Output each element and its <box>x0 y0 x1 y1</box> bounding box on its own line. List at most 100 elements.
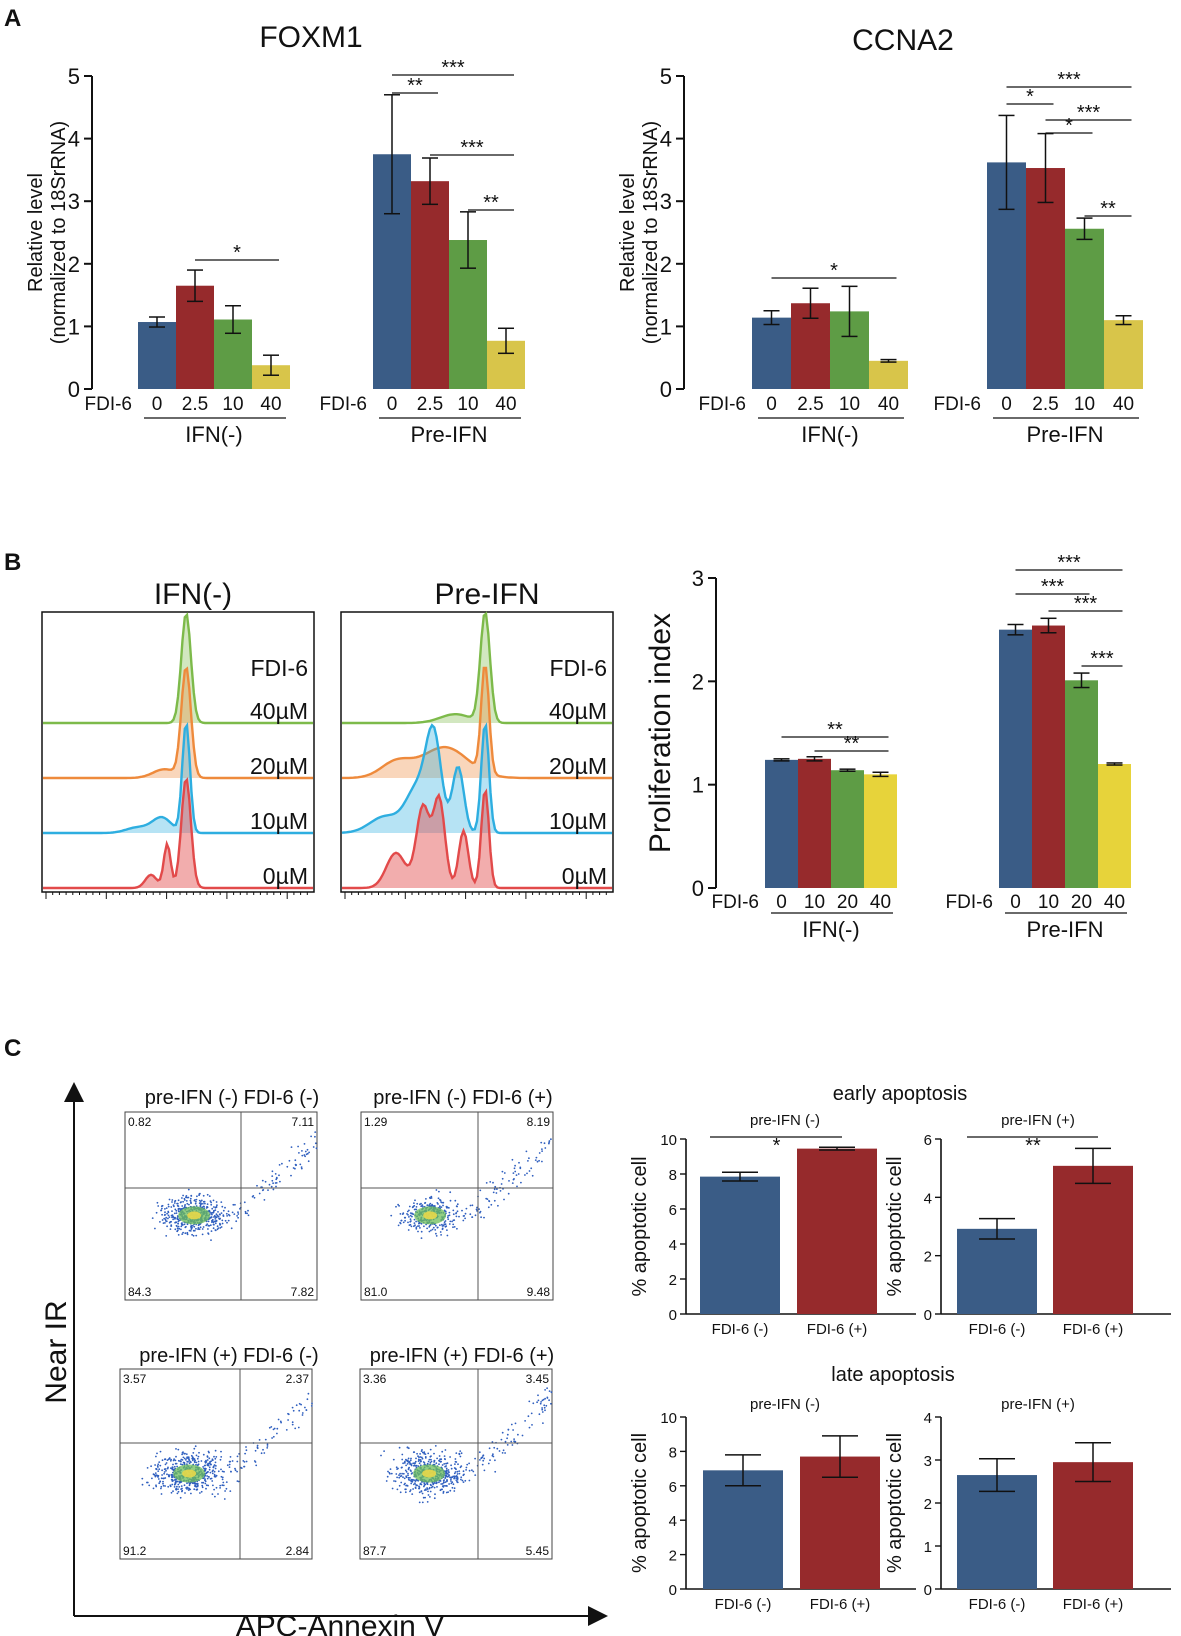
scatter-dot <box>227 1210 230 1213</box>
scatter-dot <box>415 1226 418 1229</box>
scatter-dot <box>204 1202 206 1205</box>
scatter-dot <box>168 1198 171 1201</box>
scatter-dot <box>203 1205 205 1208</box>
scatter-dot <box>404 1488 407 1491</box>
bar-Pre-IFN-2.5 <box>1026 168 1065 389</box>
flow-area-ifn-neg-1 <box>43 668 313 778</box>
scatter-dot <box>169 1485 172 1488</box>
scatter-dot <box>201 1228 204 1230</box>
scatter-dot <box>158 1468 161 1471</box>
scatter-dot <box>543 1404 546 1407</box>
scatter-dot <box>298 1402 301 1405</box>
significance-label: * <box>233 242 241 264</box>
scatter-dot <box>413 1218 416 1221</box>
scatter-dot <box>497 1204 499 1207</box>
scatter-dot <box>188 1462 191 1465</box>
scatter-dot <box>527 1160 529 1162</box>
scatter-dot <box>479 1189 482 1192</box>
y-tick-label: 2 <box>924 1249 932 1266</box>
scatter-dot <box>541 1148 543 1150</box>
y-tick-label: 5 <box>660 64 672 89</box>
bar-Pre-IFN-10 <box>1032 625 1065 888</box>
scatter-dot <box>275 1176 278 1179</box>
scatter-dot <box>208 1451 210 1454</box>
significance-label: ** <box>844 733 860 755</box>
scatter-dot <box>224 1490 227 1492</box>
scatter-dot <box>418 1487 421 1490</box>
scatter-dot <box>488 1447 491 1450</box>
scatter-dot <box>177 1220 180 1223</box>
scatter-dot <box>160 1477 163 1480</box>
scatter-dot <box>292 1409 295 1412</box>
scatter-dot <box>436 1486 438 1488</box>
scatter-dot <box>164 1222 166 1224</box>
scatter-dot <box>211 1221 213 1223</box>
scatter-dot <box>405 1476 408 1479</box>
scatter-dot <box>455 1212 457 1215</box>
scatter-dot <box>198 1228 201 1231</box>
scatter-dot <box>195 1227 197 1230</box>
scatter-dot <box>452 1209 455 1212</box>
quadrant-upper-right-value: 3.45 <box>526 1372 550 1386</box>
scatter-dot <box>291 1423 294 1426</box>
scatter-dot <box>256 1184 258 1187</box>
scatter-dot <box>189 1482 191 1485</box>
scatter-dot <box>208 1209 211 1212</box>
scatter-dot <box>439 1224 441 1227</box>
scatter-dot <box>206 1459 209 1461</box>
scatter-dot <box>183 1223 186 1226</box>
scatter-dot <box>468 1479 471 1482</box>
scatter-dot <box>206 1203 209 1205</box>
scatter-dot <box>445 1474 448 1477</box>
group-label: IFN(-) <box>801 422 858 447</box>
flow-label-fdi6-right: FDI-6 <box>550 655 608 681</box>
scatter-dot <box>427 1460 430 1463</box>
scatter-dot <box>186 1223 189 1226</box>
scatter-axes: Near IR APC-Annexin V <box>40 1082 608 1636</box>
flow-label-fdi6-left: FDI-6 <box>251 655 309 681</box>
scatter-dot <box>424 1202 426 1204</box>
scatter-dot <box>525 1150 528 1153</box>
scatter-dot <box>495 1192 498 1194</box>
scatter-dot <box>234 1469 237 1472</box>
scatter-dot <box>217 1493 219 1495</box>
scatter-dot <box>501 1177 504 1180</box>
scatter-dot <box>412 1488 414 1490</box>
scatter-dot <box>186 1233 189 1236</box>
scatter-dot <box>445 1462 447 1465</box>
scatter-dot <box>233 1213 236 1215</box>
scatter-dot <box>428 1230 431 1233</box>
y-tick-label: 0 <box>924 1307 932 1324</box>
scatter-dot <box>158 1461 161 1463</box>
scatter-dot <box>526 1172 528 1175</box>
category-prefix-label: FDI-6 <box>85 394 133 415</box>
scatter-dot <box>409 1220 412 1223</box>
scatter-dot <box>207 1484 210 1487</box>
scatter-dot <box>208 1468 211 1471</box>
flow-histograms: IFN(-) Pre-IFN FDI-6 40µM 20µM 10µM 0µM … <box>41 578 614 899</box>
scatter-dot <box>454 1463 456 1465</box>
scatter-dot <box>301 1412 304 1414</box>
scatter-dot <box>462 1470 465 1473</box>
scatter-dot <box>173 1212 176 1215</box>
scatter-dot <box>314 1142 317 1145</box>
scatter-dot <box>396 1476 398 1479</box>
scatter-dot <box>176 1485 178 1488</box>
y-tick-label: 2 <box>660 252 672 277</box>
scatter-dot <box>410 1457 412 1460</box>
scatter-dot <box>297 1426 300 1429</box>
scatter-dot <box>181 1222 183 1224</box>
scatter-dot <box>177 1199 180 1202</box>
y-tick-label: 3 <box>924 1453 932 1470</box>
scatter-dot <box>172 1218 175 1221</box>
scatter-dot <box>243 1465 246 1468</box>
scatter-dot <box>450 1476 453 1479</box>
bar-FDI-6 (+) <box>800 1456 880 1589</box>
scatter-dot <box>454 1471 457 1473</box>
scatter-dot <box>444 1481 447 1483</box>
scatter-dot <box>242 1460 245 1462</box>
scatter-dot <box>412 1451 415 1454</box>
scatter-dot <box>202 1226 205 1228</box>
scatter-dot <box>439 1231 442 1233</box>
